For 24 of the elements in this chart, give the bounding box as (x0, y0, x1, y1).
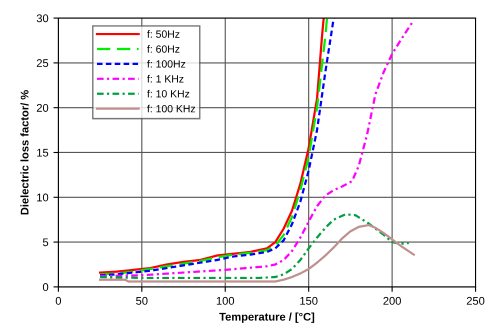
y-tick-label: 15 (37, 148, 48, 157)
y-tick-label: 0 (42, 283, 48, 292)
x-tick-label: 150 (300, 296, 318, 305)
y-tick-label: 20 (36, 104, 48, 112)
x-tick-label: 0 (56, 296, 62, 305)
x-tick-label: 50 (136, 296, 148, 305)
y-tick-label: 10 (37, 194, 48, 202)
y-tick-label: 25 (36, 59, 48, 68)
x-tick-label: 250 (466, 296, 484, 305)
x-axis-title: Temperature / [°C] (219, 312, 314, 323)
line-series (98, 224, 415, 283)
x-tick-label: 200 (383, 296, 401, 305)
y-axis-title: Dielectric loss factor/ % (20, 90, 29, 214)
legend-label: f: 100 KHz (147, 104, 196, 112)
legend-label: f: 100Hz (147, 60, 186, 68)
x-tick-label: 100 (216, 296, 234, 305)
y-tick-label: 30 (36, 14, 48, 22)
y-tick-label: 5 (42, 238, 48, 246)
legend-label: f: 10 KHz (147, 90, 190, 98)
legend-label: f: 1 KHz (147, 74, 184, 82)
line-series (98, 21, 414, 278)
line-series (98, 213, 410, 280)
legend-label: f: 50Hz (147, 30, 180, 38)
legend-label: f: 60Hz (147, 45, 180, 53)
